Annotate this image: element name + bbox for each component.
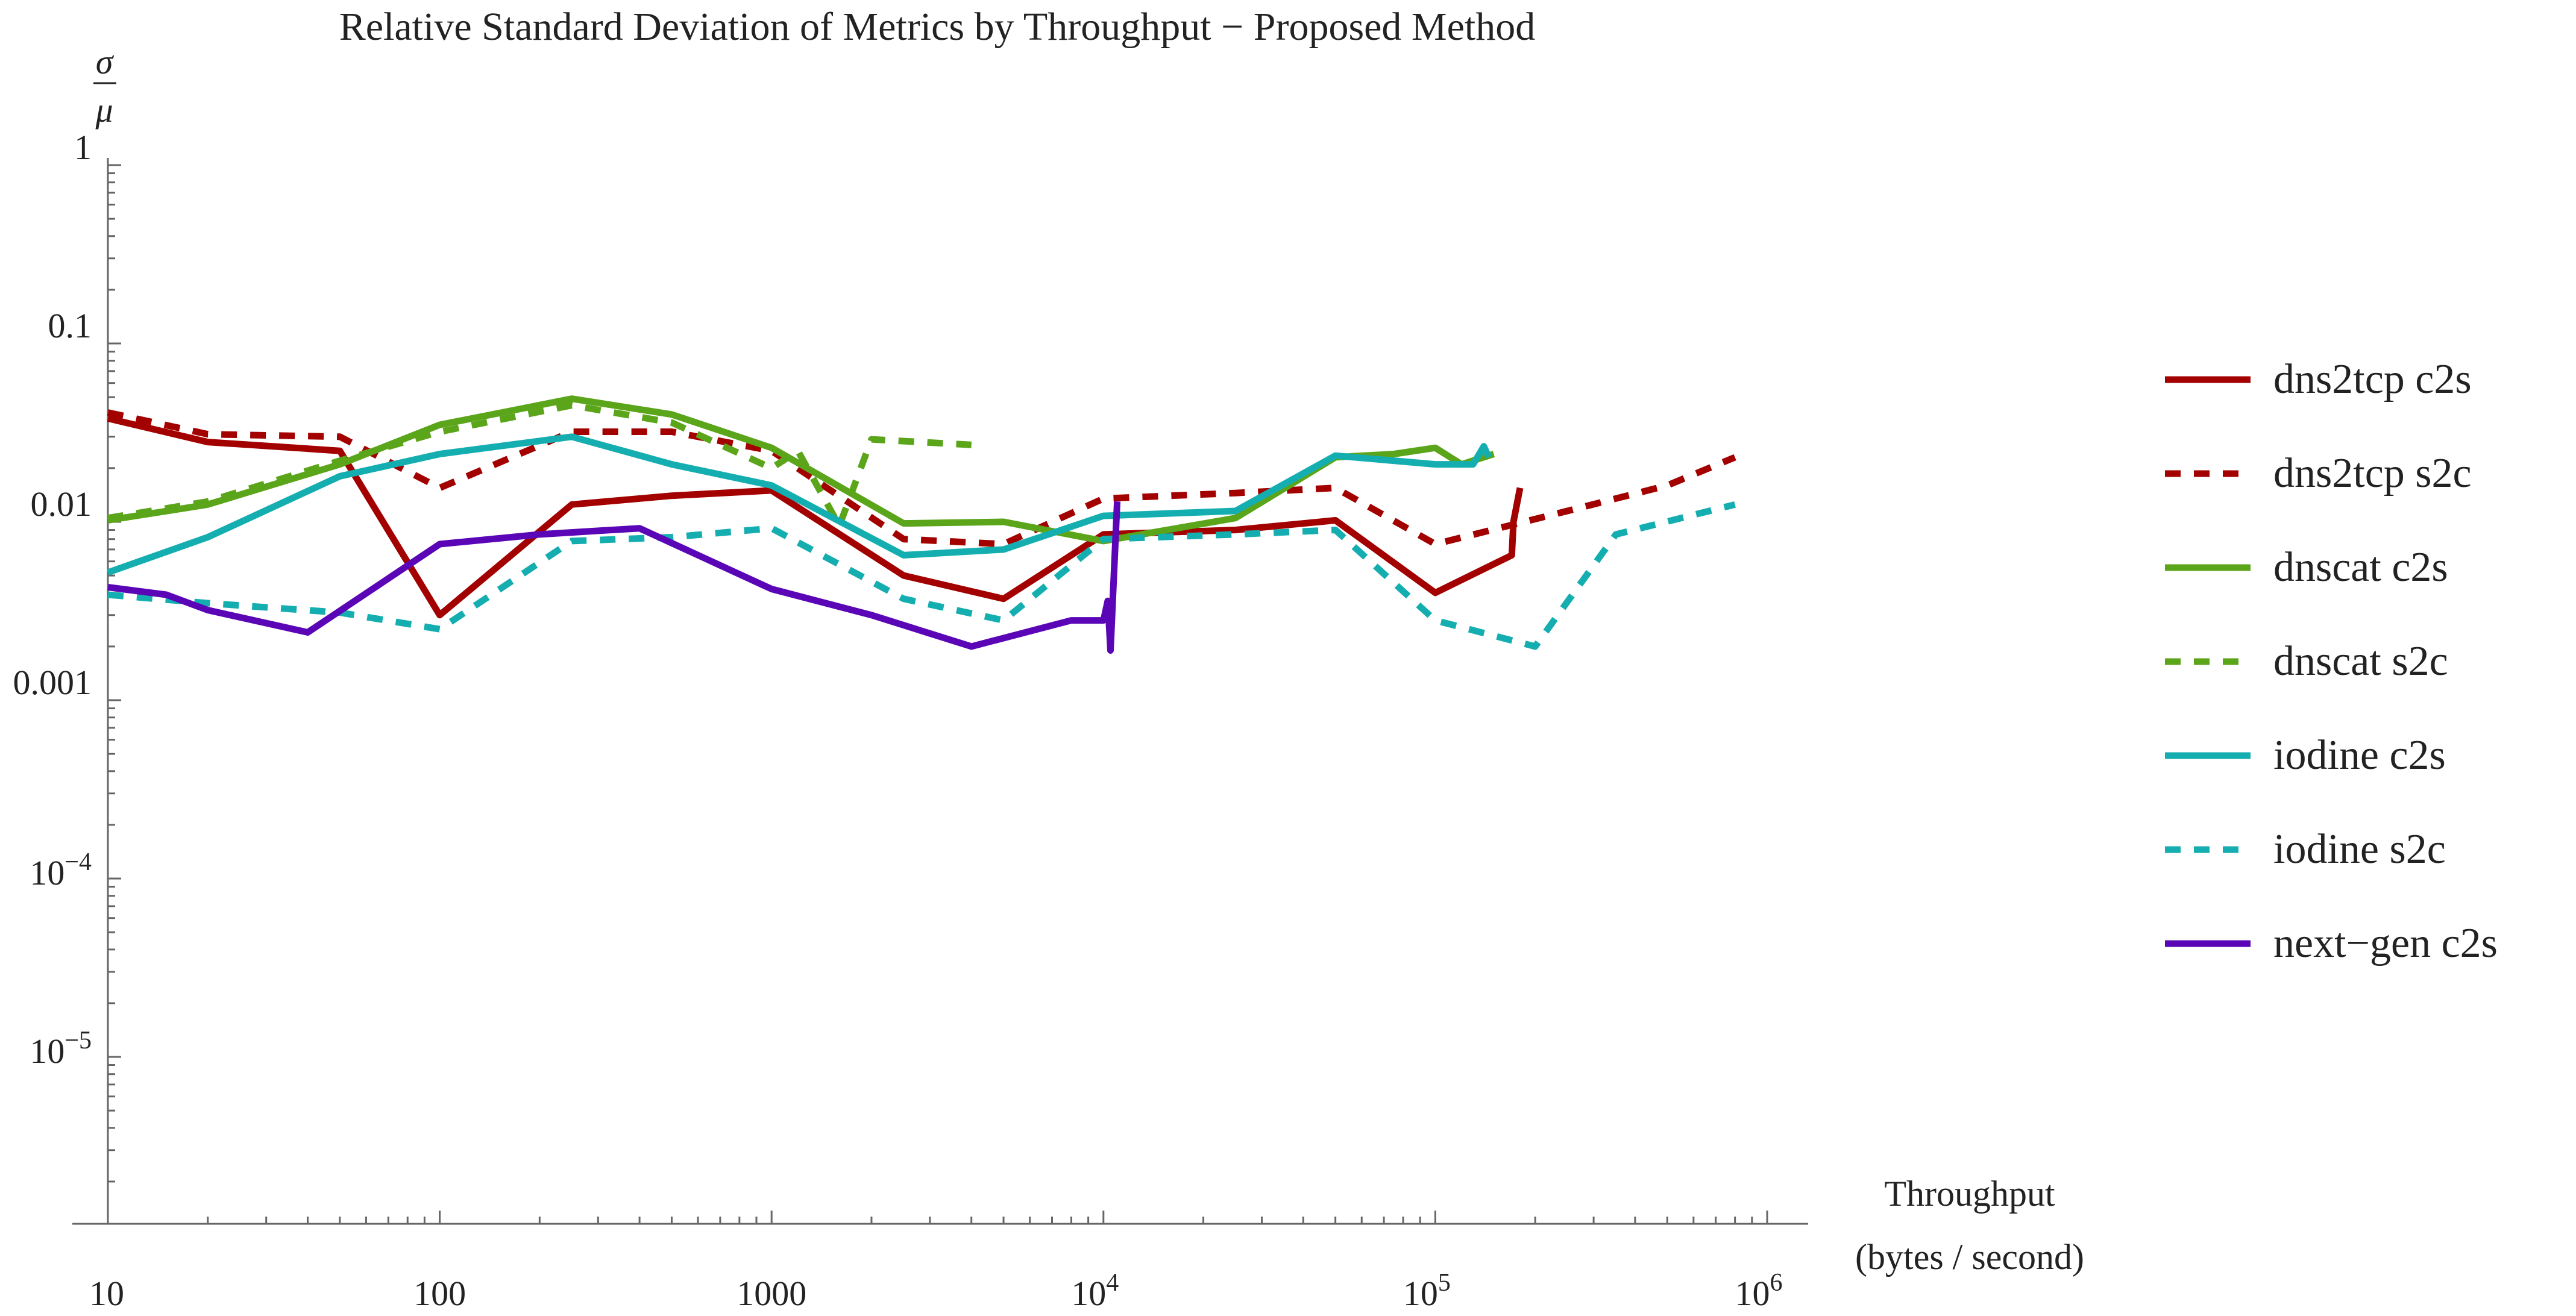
x-tick-label: 106	[1735, 1269, 1783, 1313]
x-ticks	[107, 1211, 1768, 1224]
x-tick-label: 100	[413, 1274, 466, 1313]
y-tick-label: 10−5	[30, 1027, 92, 1071]
legend-label: dnscat c2s	[2273, 544, 2448, 591]
legend-label: iodine c2s	[2273, 732, 2446, 779]
legend-label: next−gen c2s	[2273, 920, 2498, 967]
x-tick-label: 10	[89, 1274, 124, 1313]
series-lines	[107, 395, 1736, 654]
y-axis-label-numerator: σ	[96, 42, 115, 81]
x-axis-label-line1: Throughput	[1884, 1174, 2055, 1214]
y-tick-label: 1	[74, 128, 92, 167]
y-axis-label: σ μ	[93, 42, 116, 130]
x-tick-label: 105	[1403, 1269, 1451, 1313]
y-tick-label: 0.01	[31, 484, 92, 524]
y-axis-label-denominator: μ	[95, 90, 113, 130]
y-ticks	[108, 164, 121, 1183]
x-tick-label: 1000	[737, 1274, 806, 1313]
series-line-7	[107, 501, 1121, 654]
x-tick-label: 104	[1071, 1269, 1119, 1313]
legend: dns2tcp c2s dns2tcp s2c dnscat c2s dnscat s…	[2165, 356, 2498, 967]
x-tick-labels: 10 100 1000 104 105 106	[89, 1269, 1783, 1313]
series-line-5	[107, 433, 1492, 576]
legend-label: dns2tcp s2c	[2273, 450, 2472, 497]
y-tick-label: 0.001	[13, 663, 92, 702]
y-tick-label: 0.1	[48, 306, 92, 345]
x-axis-label-line2: (bytes / second)	[1855, 1237, 2084, 1277]
legend-label: dns2tcp c2s	[2273, 356, 2472, 403]
legend-label: iodine s2c	[2273, 826, 2446, 873]
legend-label: dnscat s2c	[2273, 638, 2448, 685]
series-line-1	[107, 415, 1524, 619]
y-tick-label: 10−4	[30, 848, 92, 892]
y-tick-labels: 1 0.1 0.01 0.001 10−4 10−5	[13, 128, 92, 1071]
chart-title: Relative Standard Deviation of Metrics b…	[339, 5, 1536, 49]
series-line-4	[107, 402, 972, 530]
